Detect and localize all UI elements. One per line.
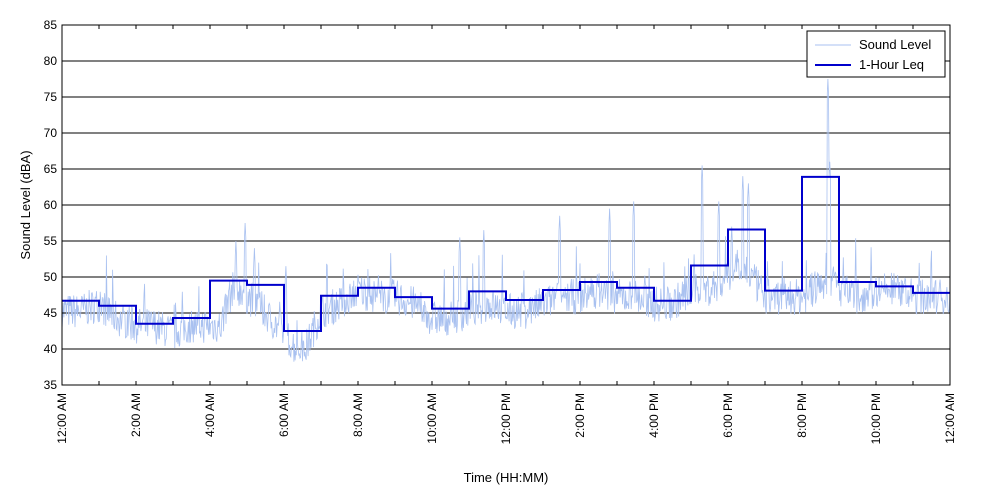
x-tick-label: 2:00 PM [573, 393, 587, 438]
x-axis: 12:00 AM 2:00 AM 4:00 AM 6:00 AM 8:00 AM 10:0… [55, 25, 957, 444]
x-tick-label: 12:00 AM [55, 393, 69, 444]
x-tick-label: 10:00 PM [869, 393, 883, 444]
x-tick-label: 8:00 AM [351, 393, 365, 437]
y-axis-title: Sound Level (dBA) [18, 150, 33, 259]
leq-step-line [62, 175, 950, 332]
legend-label-leq: 1-Hour Leq [859, 57, 924, 72]
y-tick-label: 75 [44, 90, 58, 104]
x-axis-title: Time (HH:MM) [464, 470, 549, 485]
y-tick-label: 45 [44, 306, 58, 320]
legend-box [806, 30, 946, 78]
x-tick-label: 10:00 AM [425, 393, 439, 444]
gridlines [62, 60, 950, 350]
x-tick-label: 4:00 PM [647, 393, 661, 438]
y-tick-label: 80 [44, 54, 58, 68]
leq-series [62, 175, 950, 332]
x-tick-label: 2:00 AM [129, 393, 143, 437]
x-tick-label: 12:00 AM [943, 393, 957, 444]
legend: Sound Level 1-Hour Leq [806, 30, 946, 78]
x-tick-label: 4:00 AM [203, 393, 217, 437]
y-tick-label: 70 [44, 126, 58, 140]
y-tick-label: 55 [44, 234, 58, 248]
y-tick-label: 35 [44, 378, 58, 392]
y-tick-label: 85 [44, 18, 58, 32]
y-tick-label: 60 [44, 198, 58, 212]
y-axis: 35 40 45 50 55 60 65 70 75 80 85 [44, 18, 66, 392]
x-tick-label: 6:00 AM [277, 393, 291, 437]
x-tick-label: 12:00 PM [499, 393, 513, 444]
y-tick-label: 65 [44, 162, 58, 176]
x-tick-label: 8:00 PM [795, 393, 809, 438]
sound-level-line [61, 78, 951, 362]
sound-level-series [61, 78, 951, 362]
y-tick-label: 40 [44, 342, 58, 356]
legend-label-sound-level: Sound Level [859, 37, 931, 52]
x-tick-label: 6:00 PM [721, 393, 735, 438]
y-tick-label: 50 [44, 270, 58, 284]
